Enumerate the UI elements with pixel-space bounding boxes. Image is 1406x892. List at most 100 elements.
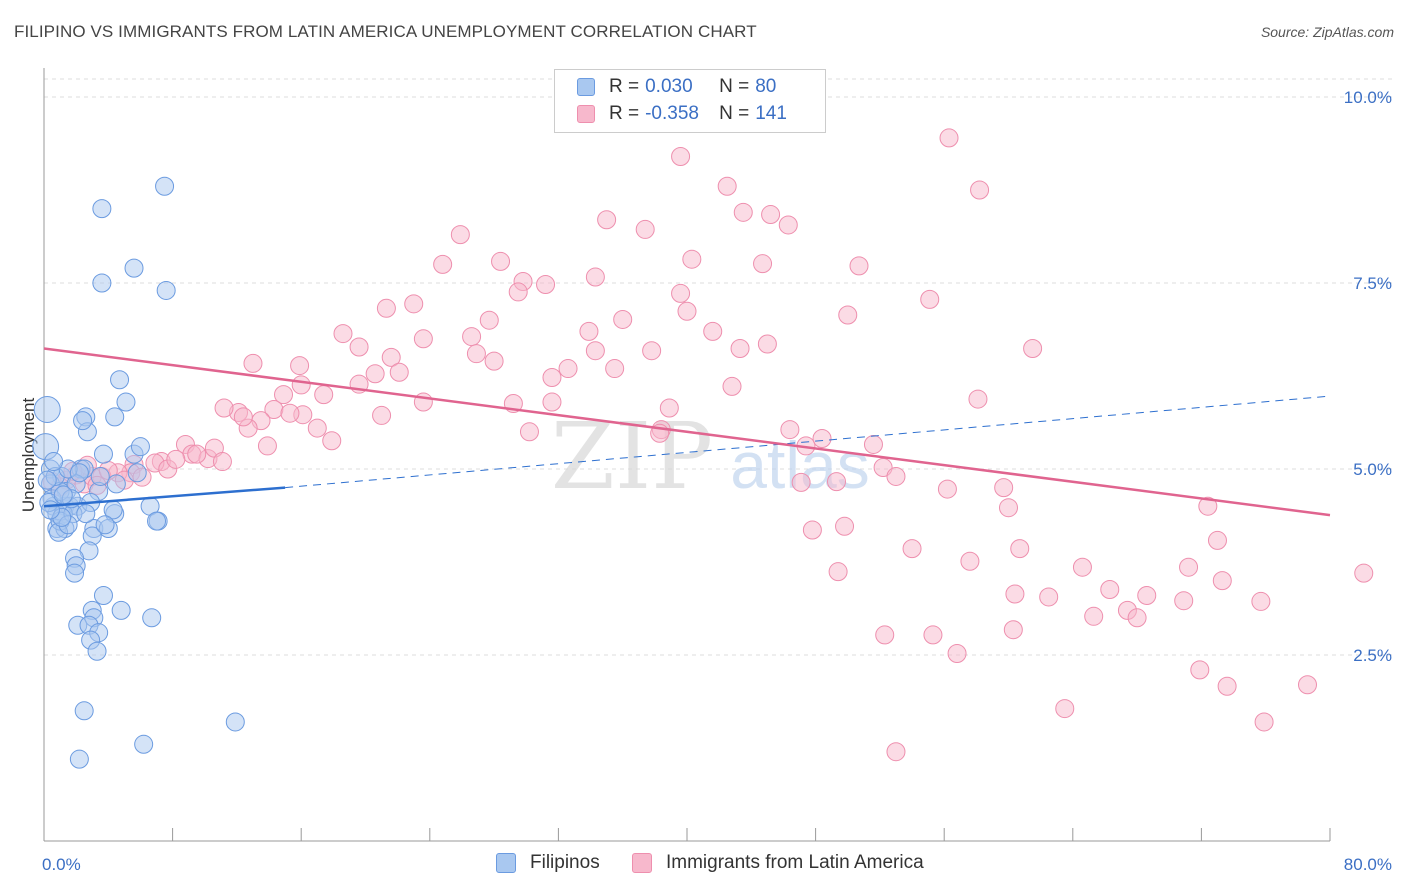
latin-america-point: [733, 202, 753, 222]
latin-america-point: [812, 428, 832, 448]
filipino-point: [40, 500, 60, 520]
latin-america-point: [542, 367, 562, 387]
latin-america-point: [642, 341, 662, 361]
latin-america-point: [659, 398, 679, 418]
legend-n-label: N =: [719, 103, 750, 124]
latin-america-point: [970, 180, 990, 200]
latin-america-point: [671, 283, 691, 303]
latin-america-point: [902, 539, 922, 559]
latin-america-point: [838, 305, 858, 325]
latin-america-point: [1039, 587, 1059, 607]
latin-america-point: [597, 210, 617, 230]
filipino-point: [76, 504, 96, 524]
latin-america-point: [1254, 712, 1274, 732]
latin-america-point: [1023, 338, 1043, 358]
latin-america-point: [677, 301, 697, 321]
filipino-point: [65, 563, 85, 583]
latin-america-point: [886, 466, 906, 486]
legend-swatch-blue: [496, 853, 516, 873]
latin-america-point: [761, 205, 781, 225]
filipino-point: [155, 176, 175, 196]
latin-america-point: [479, 310, 499, 330]
latin-america-point: [542, 392, 562, 412]
filipino-point: [111, 600, 131, 620]
latin-america-points: [42, 128, 1374, 762]
latin-america-point: [450, 225, 470, 245]
filipino-point: [95, 515, 115, 535]
legend-row-latin-america: R = -0.358 N = 141: [577, 101, 787, 127]
latin-america-point: [826, 472, 846, 492]
latin-america-point: [508, 282, 528, 302]
legend-label-latin-america: Immigrants from Latin America: [666, 852, 924, 873]
latin-america-point: [433, 254, 453, 274]
latin-america-point: [166, 449, 186, 469]
latin-america-point: [187, 444, 207, 464]
filipino-point: [105, 407, 125, 427]
latin-america-point: [613, 309, 633, 329]
filipino-point: [69, 463, 89, 483]
y-tick-label: 2.5%: [1353, 646, 1392, 665]
filipino-point: [53, 485, 73, 505]
legend-swatch-blue: [577, 78, 595, 96]
latin-america-point: [365, 364, 385, 384]
latin-america-point: [920, 289, 940, 309]
filipino-point: [147, 511, 167, 531]
latin-america-point: [791, 472, 811, 492]
legend-swatch-pink: [577, 105, 595, 123]
filipino-point: [73, 411, 93, 431]
latin-america-point: [491, 251, 511, 271]
legend-n-value: 141: [755, 103, 787, 124]
latin-america-point: [243, 353, 263, 373]
latin-america-point: [947, 644, 967, 664]
latin-america-point: [968, 389, 988, 409]
latin-america-point: [671, 147, 691, 167]
latin-america-point: [753, 254, 773, 274]
filipino-trendline: [43, 486, 286, 508]
latin-america-point: [939, 128, 959, 148]
filipino-point: [124, 258, 144, 278]
filipino-point: [92, 199, 112, 219]
latin-america-point: [519, 422, 539, 442]
legend-r-label: R =: [609, 76, 640, 97]
y-tick-label: 5.0%: [1353, 460, 1392, 479]
latin-america-point: [214, 398, 234, 418]
latin-america-trendline: [43, 347, 1331, 517]
latin-america-point: [466, 344, 486, 364]
latin-america-point: [1179, 557, 1199, 577]
latin-america-point: [585, 341, 605, 361]
watermark: ZIP atlas: [551, 403, 870, 510]
filipino-point: [69, 749, 89, 769]
filipino-point: [44, 452, 64, 472]
filipino-point: [225, 712, 245, 732]
latin-america-point: [349, 337, 369, 357]
latin-america-point: [484, 351, 504, 371]
latin-america-point: [404, 294, 424, 314]
latin-america-point: [682, 249, 702, 269]
filipino-point: [116, 392, 136, 412]
x-axis-ticks: [43, 828, 1331, 841]
latin-america-point: [757, 334, 777, 354]
filipino-point: [74, 701, 94, 721]
latin-america-point: [372, 405, 392, 425]
latin-america-point: [558, 359, 578, 379]
filipino-point: [92, 273, 112, 293]
latin-america-point: [579, 321, 599, 341]
latin-america-point: [863, 434, 883, 454]
latin-america-point: [1207, 530, 1227, 550]
latin-america-point: [1010, 539, 1030, 559]
latin-america-point: [389, 362, 409, 382]
latin-america-point: [212, 452, 232, 472]
latin-america-point: [274, 385, 294, 405]
legend-swatch-pink: [632, 853, 652, 873]
latin-america-point: [635, 219, 655, 239]
latin-america-point: [703, 321, 723, 341]
filipino-point: [134, 734, 154, 754]
y-tick-label: 7.5%: [1353, 274, 1392, 293]
legend-item-filipinos[interactable]: Filipinos: [496, 852, 600, 874]
latin-america-point: [257, 436, 277, 456]
legend-item-latin-america[interactable]: Immigrants from Latin America: [632, 852, 924, 874]
latin-america-point: [1005, 584, 1025, 604]
latin-america-point: [780, 420, 800, 440]
latin-america-point: [290, 356, 310, 376]
